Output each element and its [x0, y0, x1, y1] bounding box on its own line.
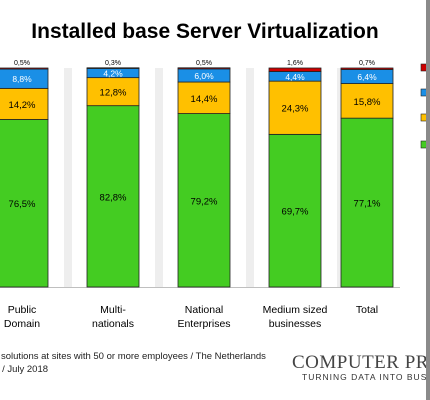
data-label-cat4-series1: 15,8% — [354, 97, 381, 108]
data-label-cat0-series1: 14,2% — [9, 100, 36, 111]
brand-tagline: TURNING DATA INTO BUSIN — [302, 372, 430, 382]
x-tick-label-cat3-line0: Medium sized — [263, 304, 328, 316]
data-label-cat0-series2: 8,8% — [12, 74, 32, 84]
bar-cat2-series1 — [177, 81, 231, 114]
x-tick-label-cat1-line0: Multi- — [100, 304, 126, 316]
bar-cat2-series0 — [177, 113, 231, 288]
bar-cat3-series1 — [268, 80, 322, 135]
data-label-cat1-series0: 82,8% — [100, 192, 127, 203]
x-tick-label-cat2-line1: Enterprises — [177, 318, 230, 330]
data-label-cat3-series1: 24,3% — [282, 104, 309, 115]
chart-title: Installed base Server Virtualization — [31, 20, 379, 43]
bar-cat2-series3 — [177, 67, 231, 70]
x-tick-label-cat3-line1: businesses — [269, 318, 322, 330]
bar-cat1-series3 — [86, 67, 140, 69]
source-footnote: rver solutions at sites with 50 or more … — [0, 350, 266, 376]
x-tick-label-cat0-line1: Domain — [4, 318, 40, 330]
bar-cat3-series3 — [268, 67, 322, 72]
data-label-cat2-series3: 0,5% — [196, 60, 212, 67]
data-label-cat1-series3: 0,3% — [105, 60, 121, 67]
data-label-cat4-series2: 6,4% — [357, 72, 377, 82]
data-label-cat3-series0: 69,7% — [282, 207, 309, 218]
footnote-line-2: ofile / July 2018 — [0, 364, 49, 375]
brand-logo: COMPUTER PROFI TURNING DATA INTO BUSIN — [292, 352, 430, 382]
data-label-cat0-series3: 0,5% — [14, 60, 30, 67]
bar-cat3-series0 — [268, 133, 322, 288]
bar-cat0-series1 — [0, 87, 49, 120]
separator-1 — [155, 68, 163, 287]
footnote-line-1: rver solutions at sites with 50 or more … — [0, 351, 266, 362]
bar-cat4-series0 — [340, 117, 394, 288]
bar-cat0-series3 — [0, 67, 49, 70]
bar-cat4-series1 — [340, 83, 394, 119]
bar-cat4-series3 — [340, 67, 394, 70]
data-label-cat1-series1: 12,8% — [100, 88, 127, 99]
data-label-cat3-series2: 4,4% — [285, 72, 305, 82]
data-label-cat0-series0: 76,5% — [9, 199, 36, 210]
frame-border — [426, 0, 430, 400]
data-label-cat4-series0: 77,1% — [354, 199, 381, 210]
x-tick-label-cat0-line0: Public — [8, 304, 37, 316]
data-label-cat2-series1: 14,4% — [191, 94, 218, 105]
data-label-cat2-series0: 79,2% — [191, 196, 218, 207]
x-tick-label-cat1-line1: nationals — [92, 318, 134, 330]
data-label-cat1-series2: 4,2% — [103, 69, 123, 79]
brand-name: COMPUTER PROFI — [292, 352, 430, 373]
data-label-cat3-series3: 1,6% — [287, 60, 303, 67]
x-tick-label-cat4-line0: Total — [356, 304, 378, 316]
data-label-cat2-series2: 6,0% — [194, 71, 214, 81]
data-label-cat4-series3: 0,7% — [359, 60, 375, 67]
x-tick-label-cat2-line0: National — [185, 304, 224, 316]
separator-0 — [64, 68, 72, 287]
bar-cat0-series0 — [0, 119, 49, 288]
separator-2 — [246, 68, 254, 287]
